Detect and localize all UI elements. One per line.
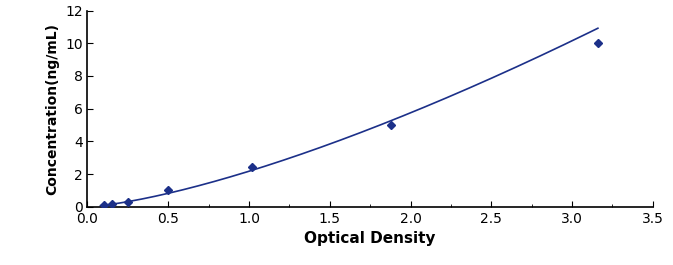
Y-axis label: Concentration(ng/mL): Concentration(ng/mL) — [46, 23, 59, 195]
X-axis label: Optical Density: Optical Density — [304, 231, 436, 246]
